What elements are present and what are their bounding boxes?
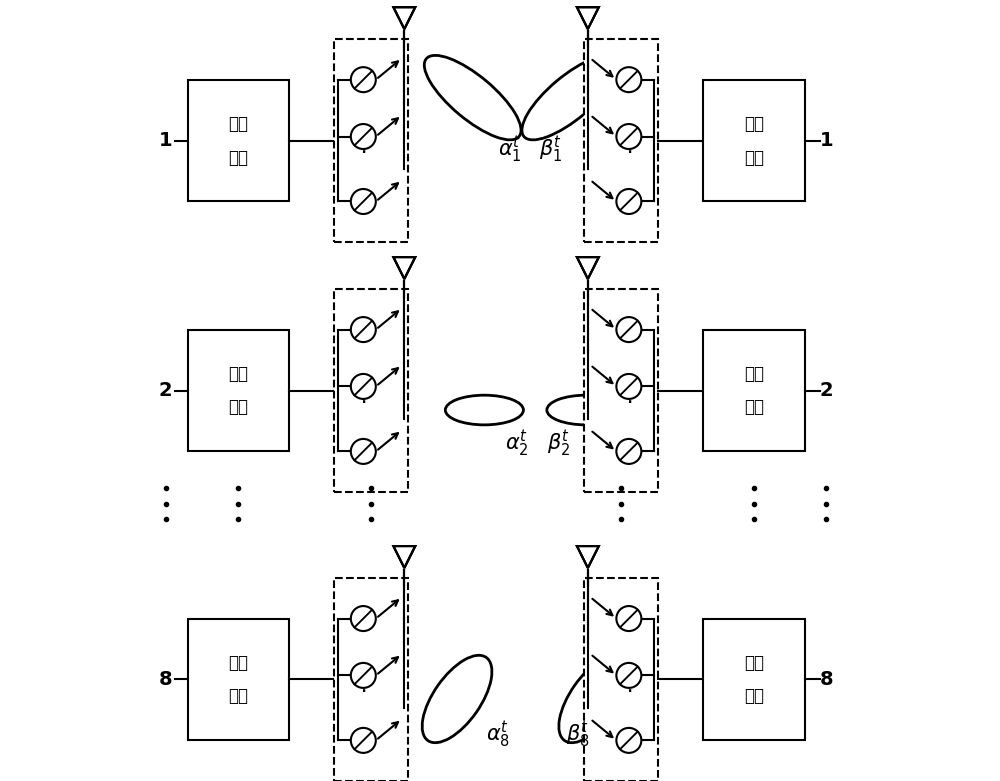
Circle shape	[616, 67, 641, 92]
Circle shape	[616, 663, 641, 688]
Text: ⋮: ⋮	[618, 673, 640, 694]
Text: 2: 2	[820, 381, 833, 400]
Circle shape	[616, 374, 641, 399]
Bar	[188, 619, 289, 740]
Text: 射频: 射频	[228, 365, 248, 383]
Text: $\beta_1^t$: $\beta_1^t$	[539, 134, 562, 166]
Text: 射频: 射频	[744, 654, 764, 672]
Bar	[188, 330, 289, 451]
Bar	[584, 289, 658, 492]
Text: 链路: 链路	[228, 148, 248, 166]
Text: 射频: 射频	[228, 115, 248, 133]
Circle shape	[351, 124, 376, 149]
Text: 8: 8	[820, 670, 833, 689]
Circle shape	[351, 317, 376, 342]
Text: ⋮: ⋮	[352, 673, 374, 694]
Text: 链路: 链路	[744, 148, 764, 166]
Circle shape	[351, 606, 376, 631]
Text: $\beta_8^t$: $\beta_8^t$	[566, 719, 590, 750]
Text: ⋮: ⋮	[352, 134, 374, 155]
Circle shape	[616, 124, 641, 149]
Bar	[334, 578, 408, 781]
Bar	[584, 39, 658, 242]
Text: $\beta_2^t$: $\beta_2^t$	[547, 428, 570, 459]
Bar	[334, 289, 408, 492]
Bar	[703, 619, 805, 740]
Circle shape	[351, 663, 376, 688]
Text: 链路: 链路	[744, 398, 764, 416]
Circle shape	[616, 189, 641, 214]
Text: ⋮: ⋮	[618, 134, 640, 155]
Circle shape	[351, 189, 376, 214]
Text: 1: 1	[820, 131, 833, 150]
Circle shape	[351, 67, 376, 92]
Text: $\alpha_2^t$: $\alpha_2^t$	[505, 428, 528, 459]
Text: ⋮: ⋮	[352, 384, 374, 405]
Bar	[188, 80, 289, 201]
Text: ⋮: ⋮	[618, 384, 640, 405]
Text: $\alpha_1^t$: $\alpha_1^t$	[498, 134, 522, 166]
Text: 射频: 射频	[744, 115, 764, 133]
Circle shape	[616, 317, 641, 342]
Text: 8: 8	[159, 670, 173, 689]
Text: 1: 1	[159, 131, 173, 150]
Text: $\alpha_8^t$: $\alpha_8^t$	[486, 719, 510, 750]
Text: 链路: 链路	[228, 687, 248, 705]
Text: 链路: 链路	[744, 687, 764, 705]
Circle shape	[351, 374, 376, 399]
Text: 射频: 射频	[228, 654, 248, 672]
Circle shape	[616, 728, 641, 753]
Circle shape	[351, 439, 376, 464]
Bar	[703, 80, 805, 201]
Text: 射频: 射频	[744, 365, 764, 383]
Circle shape	[616, 439, 641, 464]
Bar	[703, 330, 805, 451]
Circle shape	[616, 606, 641, 631]
Circle shape	[351, 728, 376, 753]
Bar	[584, 578, 658, 781]
Text: 2: 2	[159, 381, 173, 400]
Bar	[334, 39, 408, 242]
Text: 链路: 链路	[228, 398, 248, 416]
